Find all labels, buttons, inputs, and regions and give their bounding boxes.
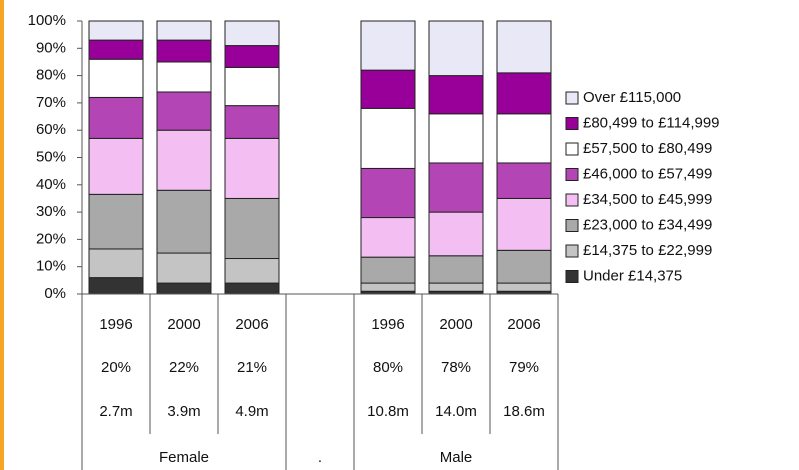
bar-segment	[156, 129, 212, 191]
y-tick-label: 70%	[36, 94, 66, 111]
bar-segment	[428, 282, 484, 292]
bar-segment	[156, 39, 212, 63]
x-tick-label: 2000	[439, 316, 472, 333]
table-cell: 18.6m	[503, 403, 545, 420]
bar-segment	[224, 282, 280, 295]
x-tick-label: 1996	[99, 316, 132, 333]
bar-segment	[224, 105, 280, 139]
bar-segment	[360, 107, 416, 169]
legend-label: Under £14,375	[583, 267, 682, 284]
y-tick-label: 10%	[36, 258, 66, 275]
table-cell: 79%	[509, 359, 539, 376]
bar-segment	[88, 137, 144, 195]
bar-segment	[428, 20, 484, 77]
bar-segment	[88, 39, 144, 60]
legend-swatch	[565, 168, 579, 181]
x-tick-label: 2000	[167, 316, 200, 333]
bar-segment	[496, 72, 552, 115]
bar-segment	[88, 20, 144, 41]
table-cell: 3.9m	[167, 403, 200, 420]
bar-segment	[428, 162, 484, 213]
legend-swatch	[565, 244, 579, 258]
bar-segment	[88, 58, 144, 98]
bar-segment	[88, 96, 144, 139]
y-tick-label: 80%	[36, 67, 66, 84]
group-label: Male	[440, 449, 473, 466]
bar-segment	[496, 162, 552, 199]
y-tick-label: 40%	[36, 176, 66, 193]
bar-segment	[360, 69, 416, 109]
bar-segment	[156, 282, 212, 295]
bar-segment	[496, 20, 552, 74]
bar-segment	[360, 256, 416, 284]
table-cell: 78%	[441, 359, 471, 376]
bar-segment	[156, 252, 212, 284]
bar-segment	[496, 282, 552, 292]
legend-swatch	[565, 91, 579, 105]
bar-segment	[88, 248, 144, 279]
y-tick-label: 90%	[36, 39, 66, 56]
x-tick-label: 1996	[371, 316, 404, 333]
bar-segment	[156, 20, 212, 41]
legend-label: £14,375 to £22,999	[583, 242, 712, 259]
legend-swatch	[565, 219, 579, 232]
bar-segment	[496, 113, 552, 164]
legend-label: Over £115,000	[583, 89, 681, 106]
legend-swatch	[565, 193, 579, 207]
bar-segment	[224, 45, 280, 68]
bar-segment	[224, 197, 280, 260]
bar-segment	[224, 258, 280, 284]
bar-segment	[428, 211, 484, 257]
x-tick-label: 2006	[235, 316, 268, 333]
table-cell: 10.8m	[367, 403, 409, 420]
bar-segment	[224, 137, 280, 199]
legend-label: £46,000 to £57,499	[583, 165, 712, 182]
group-label: .	[318, 449, 322, 466]
legend-swatch	[565, 270, 579, 283]
bar-segment	[360, 282, 416, 292]
bar-segment	[496, 249, 552, 284]
table-cell: 80%	[373, 359, 403, 376]
bar-segment	[360, 20, 416, 71]
y-tick-label: 20%	[36, 230, 66, 247]
bar-segment	[428, 255, 484, 284]
bar-segment	[496, 197, 552, 251]
legend-swatch	[565, 117, 579, 130]
table-cell: 4.9m	[235, 403, 268, 420]
legend-label: £80,499 to £114,999	[583, 114, 720, 131]
y-tick-label: 100%	[28, 12, 66, 29]
table-cell: 22%	[169, 359, 199, 376]
bar-segment	[428, 75, 484, 115]
bar-segment	[360, 217, 416, 258]
bar-segment	[428, 113, 484, 164]
table-cell: 2.7m	[99, 403, 132, 420]
bar-segment	[224, 20, 280, 47]
x-tick-label: 2006	[507, 316, 540, 333]
bar-segment	[88, 193, 144, 250]
legend-label: £34,500 to £45,999	[583, 191, 712, 208]
legend-swatch	[565, 142, 579, 156]
legend-label: £57,500 to £80,499	[583, 140, 712, 157]
group-label: Female	[159, 449, 209, 466]
y-tick-label: 30%	[36, 203, 66, 220]
table-cell: 21%	[237, 359, 267, 376]
legend-label: £23,000 to £34,499	[583, 216, 712, 233]
bar-segment	[224, 66, 280, 107]
y-tick-label: 0%	[44, 285, 66, 302]
bar-segment	[156, 91, 212, 131]
y-tick-label: 60%	[36, 121, 66, 138]
y-tick-label: 50%	[36, 148, 66, 165]
table-cell: 14.0m	[435, 403, 477, 420]
bar-segment	[156, 189, 212, 254]
bar-segment	[88, 277, 144, 295]
bar-segment	[360, 167, 416, 219]
table-cell: 20%	[101, 359, 131, 376]
bar-segment	[156, 61, 212, 93]
frame-edge	[0, 0, 4, 470]
